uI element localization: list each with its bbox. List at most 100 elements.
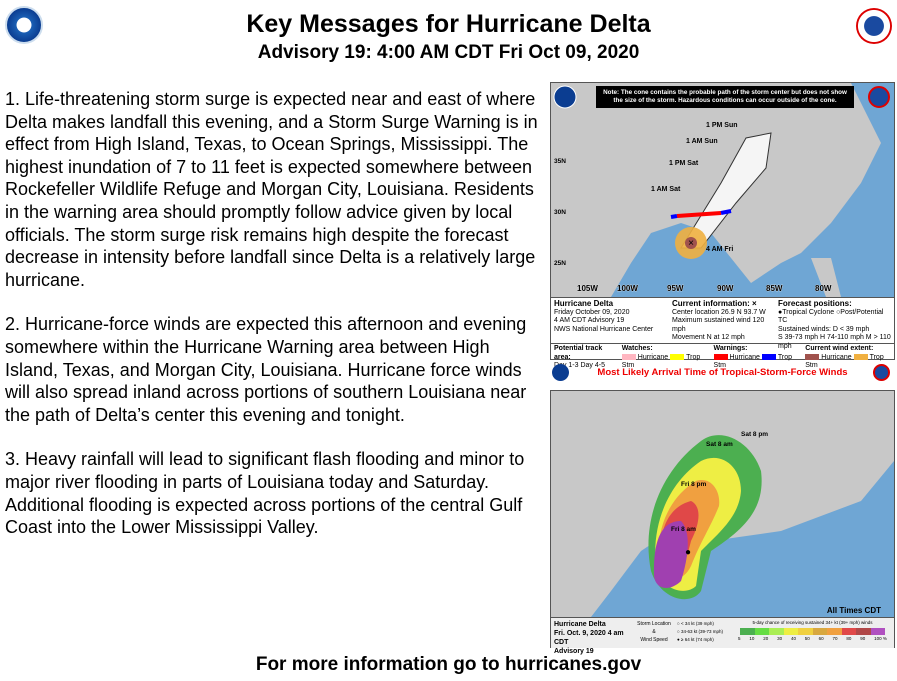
prob-swatch-5 — [812, 628, 827, 635]
location: Center location 26.9 N 93.7 W — [672, 308, 766, 316]
cone-map-panel: Note: The cone contains the probable pat… — [550, 82, 895, 369]
center: NWS National Hurricane Center — [554, 325, 654, 333]
extent-label: Current wind extent: — [805, 345, 874, 352]
lon-label: 95W — [667, 284, 684, 293]
prob-tick: 10 — [749, 636, 755, 641]
key-message-2: 2. Hurricane-force winds are expected th… — [5, 314, 527, 425]
key-2: ○ 34-63 kt (39-73 mph) — [677, 629, 723, 634]
prob-tick: 30 — [777, 636, 783, 641]
lon-label: 100W — [617, 284, 638, 293]
lon-label: 85W — [766, 284, 783, 293]
arr-date: Fri. Oct. 9, 2020 4 am CDT — [554, 630, 624, 646]
date: Friday October 09, 2020 — [554, 308, 630, 316]
hurricane-warning-line — [676, 211, 722, 218]
cone-note-box — [596, 86, 854, 108]
hurricane-wind-extent — [685, 237, 697, 249]
svg-text:35N: 35N — [554, 158, 566, 165]
hwarn-label: Hurricane — [729, 353, 760, 361]
d-range: D < 39 mph — [832, 325, 870, 333]
prob-90-area — [653, 521, 688, 588]
noaa-icon — [553, 85, 577, 109]
advisory: 4 AM CDT Advisory 19 — [554, 317, 625, 324]
cone-info-box: Hurricane Delta Friday October 09, 2020 … — [551, 297, 894, 350]
noaa-icon-small — [552, 364, 569, 381]
amp: & — [652, 629, 656, 635]
svg-text:25N: 25N — [554, 260, 566, 267]
storm-center-icon: ● — [685, 547, 691, 558]
noaa-logo — [5, 6, 43, 44]
lon-label: 105W — [577, 284, 598, 293]
tc-dot-icon: ● — [778, 308, 783, 316]
lon-labels: 105W 100W 95W 90W 85W 80W — [577, 284, 832, 294]
wind-speed-label: Wind Speed — [640, 637, 668, 643]
advisory-subtitle: Advisory 19: 4:00 AM CDT Fri Oct 09, 202… — [257, 42, 640, 63]
arr-storm-name: Hurricane Delta — [554, 621, 606, 628]
prob-tick: 80 — [846, 636, 852, 641]
tsw-label: Trop Stm — [621, 353, 701, 370]
storm-name: Hurricane Delta — [554, 299, 614, 308]
forecast-title: Forecast positions: — [778, 299, 852, 308]
prob-swatch-9 — [870, 628, 885, 635]
hw-label: Hurricane — [637, 353, 669, 361]
day45: Day 4-5 — [580, 362, 605, 369]
svg-text:Fri 8 am: Fri 8 am — [671, 526, 696, 533]
key-message-1: 1. Life-threatening storm surge is expec… — [5, 89, 538, 290]
svg-text:Sat 8 pm: Sat 8 pm — [741, 431, 768, 438]
svg-text:Fri 8 pm: Fri 8 pm — [681, 481, 707, 488]
post-tc-icon: ○ — [836, 308, 841, 316]
current-info-title: Current information: × — [672, 299, 757, 308]
ts-warning-line — [670, 209, 732, 219]
key-3: ● ≥ 64 kt (74 mph) — [677, 637, 714, 642]
prob-tick: 70 — [832, 636, 838, 641]
svg-text:1 PM Sun: 1 PM Sun — [706, 122, 738, 129]
movement: Movement N at 12 mph — [672, 334, 745, 341]
svg-text:1 PM Sat: 1 PM Sat — [669, 160, 699, 167]
svg-text:1 AM Sat: 1 AM Sat — [651, 186, 681, 193]
prob-swatch-2 — [769, 628, 784, 635]
prob-ticks: 5 10 20 30 40 50 60 70 80 90 100 % — [738, 636, 887, 641]
prob-tick: 40 — [790, 636, 796, 641]
page-title: Key Messages for Hurricane Delta — [246, 10, 651, 38]
prob-swatch-1 — [754, 628, 769, 635]
storm-location-label: Storm Location — [637, 621, 671, 627]
nws-icon — [868, 86, 890, 108]
arrival-legend: Hurricane Delta Fri. Oct. 9, 2020 4 am C… — [551, 617, 894, 655]
max-wind: Maximum sustained wind 120 mph — [672, 317, 765, 333]
arrival-map-panel: ● Fri 8 am Fri 8 pm Sat 8 am Sat 8 pm Al… — [550, 390, 895, 655]
shm-ranges: S 39-73 mph H 74-110 mph M > 110 mph — [778, 334, 891, 350]
tsext-label: Trop Stm — [805, 353, 884, 370]
footer-link[interactable]: For more information go to hurricanes.go… — [255, 654, 642, 675]
cone-note: Note: The cone contains the probable pat… — [603, 89, 847, 104]
prob-tick: 5 — [738, 636, 741, 641]
prob-swatch-4 — [798, 628, 813, 635]
key-messages: 1. Life-threatening storm surge is expec… — [5, 88, 545, 561]
tswarn-label: Trop Stm — [713, 353, 792, 370]
svg-text:Sat 8 am: Sat 8 am — [706, 441, 733, 448]
svg-text:1 AM Sun: 1 AM Sun — [686, 138, 718, 145]
prob-swatch-3 — [783, 628, 798, 635]
arrival-map: ● Fri 8 am Fri 8 pm Sat 8 am Sat 8 pm Al… — [551, 391, 894, 617]
lat-labels: 35N 30N 25N — [554, 158, 566, 267]
watches-label: Watches: — [621, 345, 653, 352]
prob-swatch-7 — [841, 628, 856, 635]
prob-tick: 20 — [763, 636, 769, 641]
svg-text:4 AM Fri: 4 AM Fri — [706, 246, 733, 253]
track-labels: 1 PM Sun 1 AM Sun 1 PM Sat 1 AM Sat 4 AM… — [651, 122, 738, 253]
prob-title: 5-day chance of receiving sustained 34+ … — [752, 620, 873, 625]
lon-label: 90W — [717, 284, 734, 293]
lon-label: 80W — [815, 284, 832, 293]
arrival-title: Most Likely Arrival Time of Tropical-Sto… — [597, 367, 848, 378]
svg-text:30N: 30N — [554, 209, 566, 216]
hext-label: Hurricane — [821, 353, 852, 361]
fp-post: Post/Potential TC — [778, 308, 884, 325]
prob-tick: 50 — [804, 636, 810, 641]
prob-tick: 60 — [818, 636, 824, 641]
cone-map: Note: The cone contains the probable pat… — [551, 83, 894, 297]
track-area-label: Potential track area: — [554, 345, 603, 361]
arrival-labels: Fri 8 am Fri 8 pm Sat 8 am Sat 8 pm — [671, 431, 768, 533]
nws-icon-small — [873, 364, 890, 381]
warnings-label: Warnings: — [713, 345, 748, 352]
all-times-label: All Times CDT — [827, 606, 881, 615]
fp-tc: Tropical Cyclone — [782, 308, 835, 316]
prob-swatch-0 — [740, 628, 755, 635]
